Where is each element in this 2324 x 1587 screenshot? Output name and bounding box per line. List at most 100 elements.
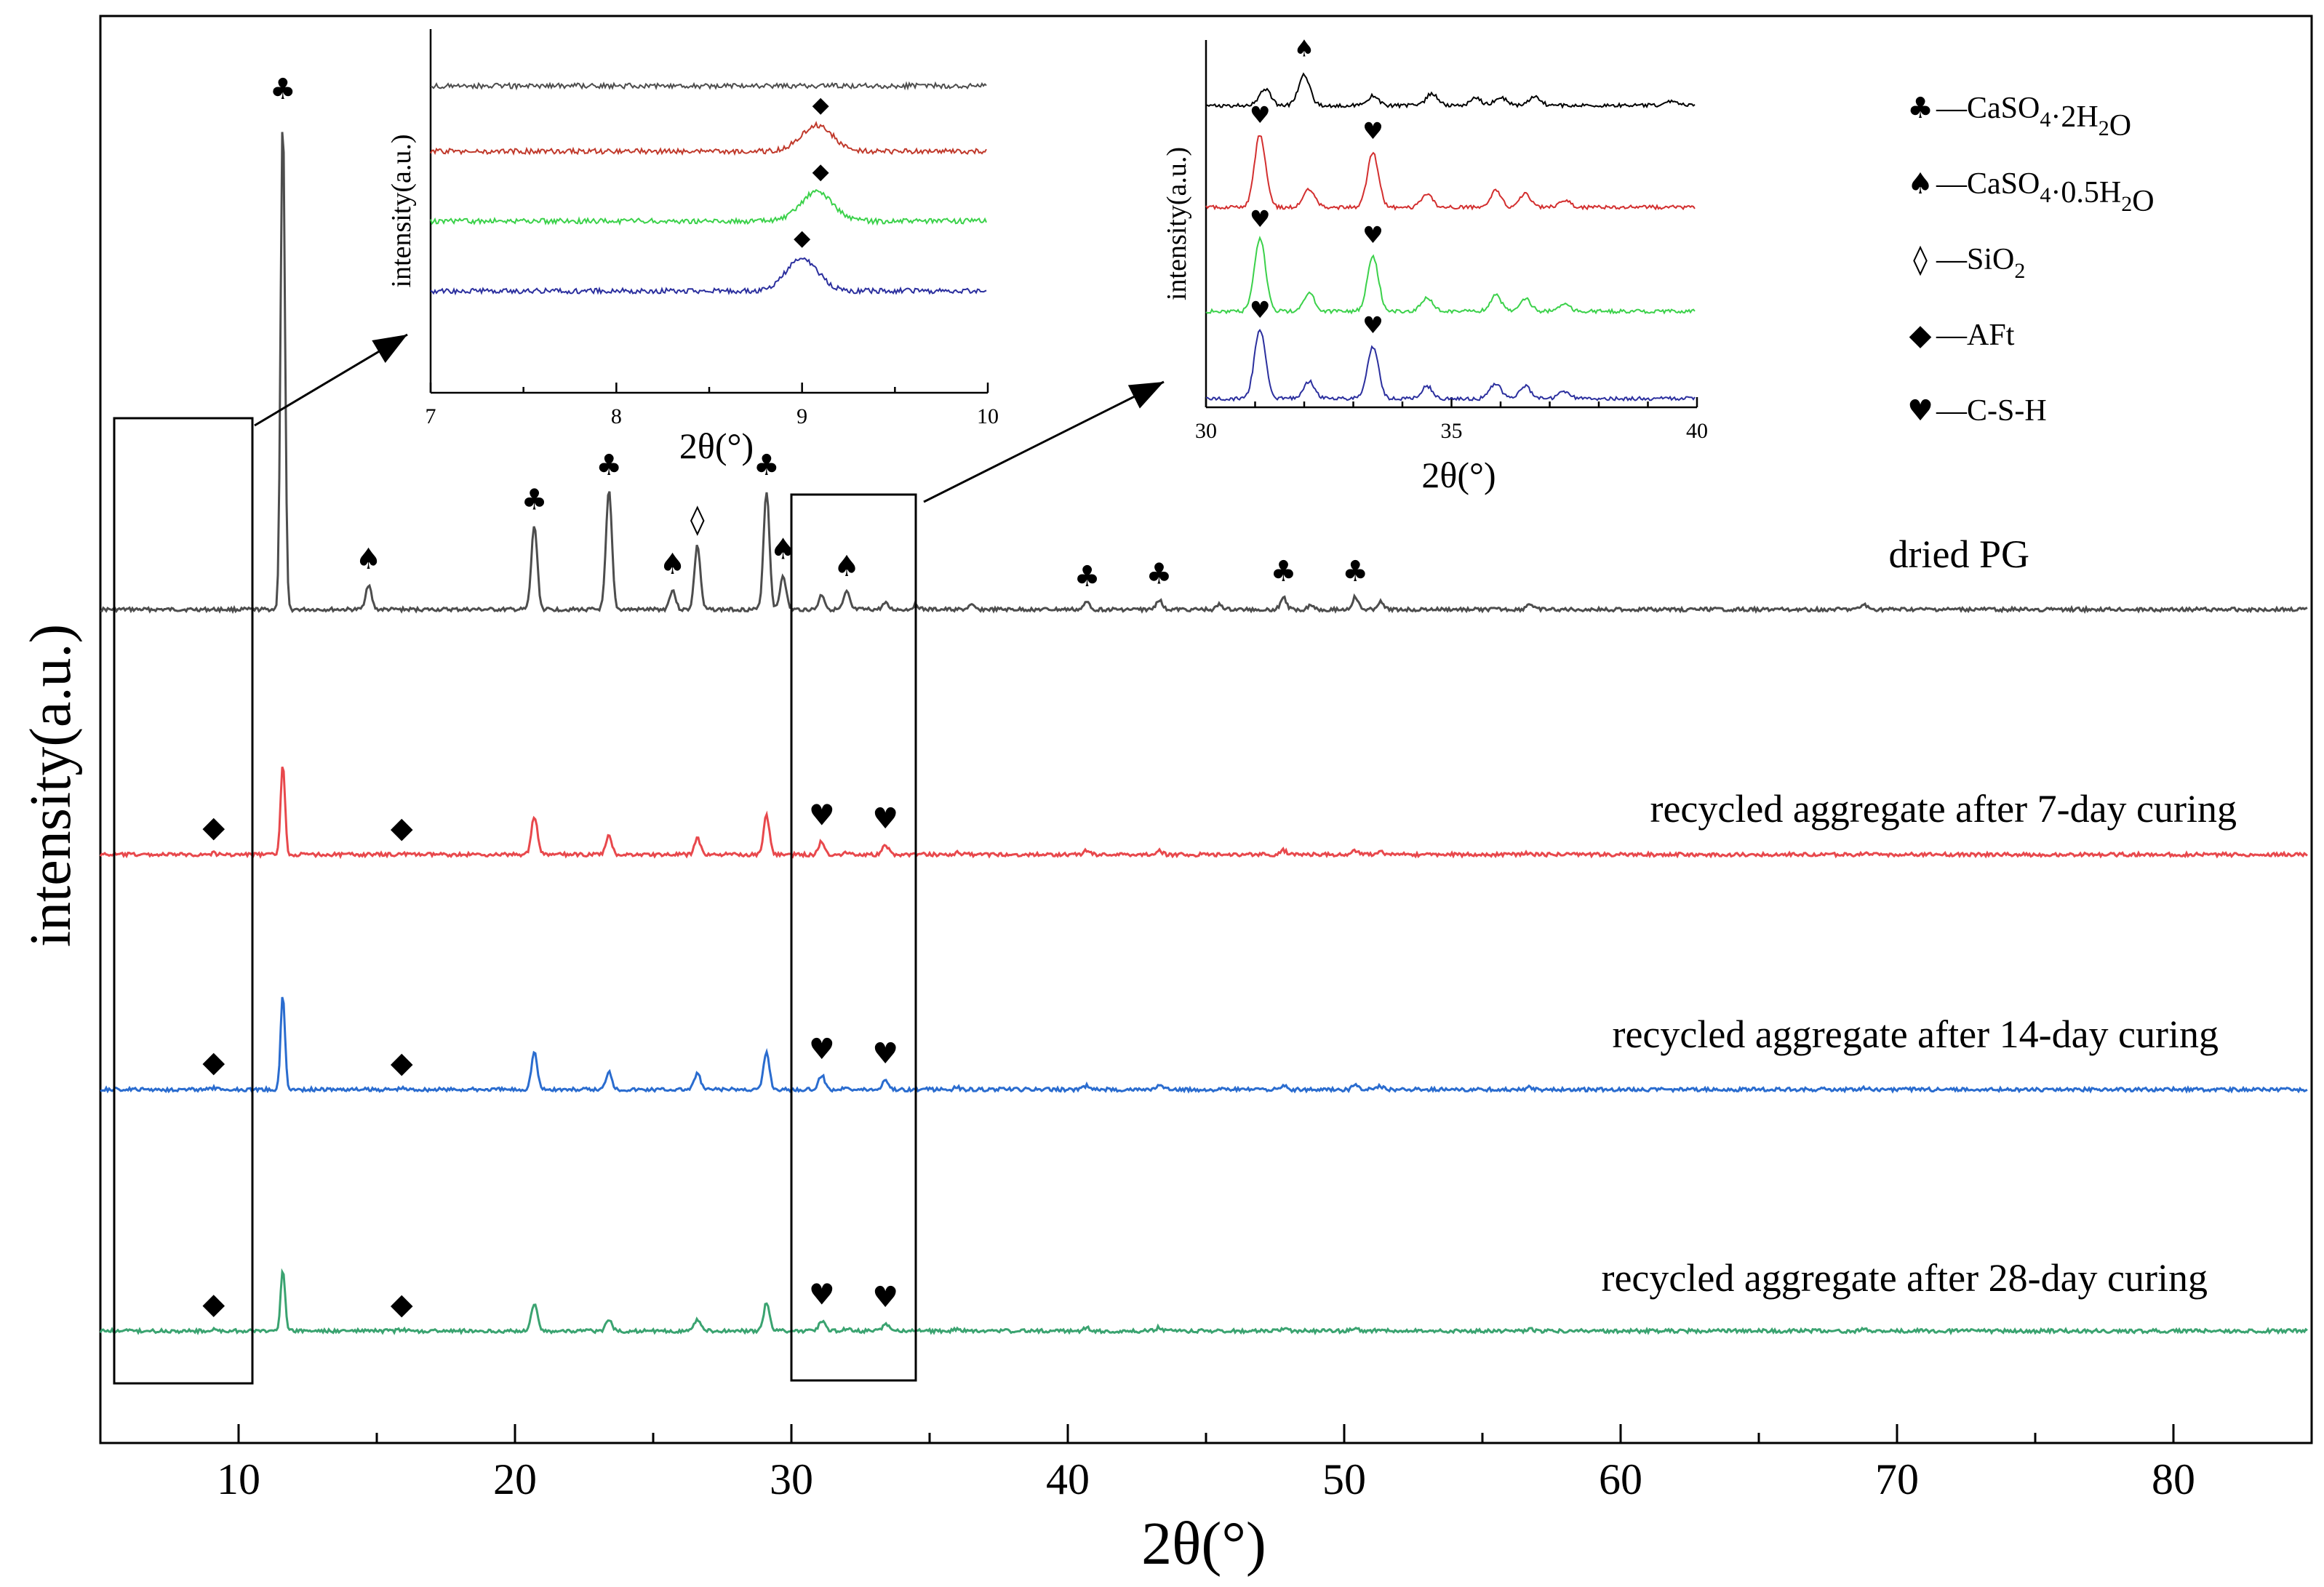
inset-series-line xyxy=(1206,72,1696,109)
inset-series-line xyxy=(1205,135,1696,211)
inset-peak-marker: ◆ xyxy=(812,159,829,185)
inset-afp-zoom: 7 8 9 10 2θ(°) intensity(a.u.) ◆ ◆ ◆ xyxy=(386,29,999,466)
main-x-axis-label: 2θ(°) xyxy=(1141,1510,1266,1578)
peak-marker: ♥ xyxy=(872,1281,898,1314)
main-series-group xyxy=(99,132,2308,1336)
peak-marker: ◊ xyxy=(690,503,705,537)
inset-peak-marker: ◆ xyxy=(812,92,829,118)
peak-marker: ◆ xyxy=(202,811,225,844)
inset-x-label: 2θ(°) xyxy=(679,425,754,466)
inset-peak-marker: ♥ xyxy=(1362,221,1383,249)
peak-marker: ◆ xyxy=(391,1046,413,1079)
peak-marker: ♣ xyxy=(754,449,780,482)
peak-marker: ◆ xyxy=(391,1288,413,1322)
peak-marker: ♠ xyxy=(660,548,686,581)
x-tick-label: 10 xyxy=(217,1455,260,1503)
main-y-axis-label: intensity(a.u.) xyxy=(19,624,83,947)
peak-marker: ♣ xyxy=(1342,555,1368,588)
main-plot-area: 10 20 30 40 50 60 70 80 ♣♠♣♣♠◊♣♠♠ ♣ ♣ ♣ ♣◆ ◆ ♥ ♥◆ ◆ ♥ ♥◆ ◆… xyxy=(19,15,2313,1578)
peak-marker: ♠ xyxy=(834,550,860,583)
legend-label-part: 4 xyxy=(2040,183,2051,207)
series-labels: dried PG recycled aggregate after 7-day c… xyxy=(1601,532,2237,1300)
inset-series-line xyxy=(430,257,987,296)
peak-marker: ♣ xyxy=(1146,557,1172,591)
peak-marker: ◆ xyxy=(391,811,413,844)
peak-marker: ◆ xyxy=(202,1287,225,1321)
highlight-regions xyxy=(113,417,917,1385)
legend-label-part: —AFt xyxy=(1936,319,2015,352)
inset-y-label: intensity(a.u.) xyxy=(1162,147,1192,300)
inset-tick-label: 9 xyxy=(796,404,807,428)
peak-markers: ♣♠♣♣♠◊♣♠♠ ♣ ♣ ♣ ♣◆ ◆ ♥ ♥◆ ◆ ♥ ♥◆ ◆ ♥ ♥ xyxy=(202,73,1368,1322)
inset-peak-marker: ♥ xyxy=(1362,311,1383,339)
peak-marker: ♥ xyxy=(872,802,898,836)
legend-symbol: ◊ xyxy=(1913,243,1928,276)
legend-label-part: 4 xyxy=(2040,108,2051,132)
inset-tick-label: 7 xyxy=(426,404,436,428)
peak-marker: ♣ xyxy=(596,449,622,482)
main-x-ticks: 10 20 30 40 50 60 70 80 xyxy=(99,1424,2313,1503)
peak-marker: ♥ xyxy=(872,1037,898,1071)
peak-marker: ♠ xyxy=(770,532,796,566)
inset-tick-label: 30 xyxy=(1195,419,1217,443)
inset-series-line xyxy=(430,121,987,156)
series-label: recycled aggregate after 28-day curing xyxy=(1601,1256,2208,1300)
inset-peak-marker: ♠ xyxy=(1294,35,1315,63)
inset-tick-label: 10 xyxy=(977,404,999,428)
legend-symbol: ◆ xyxy=(1909,319,1932,352)
legend-label: —AFt xyxy=(1936,319,2015,352)
series-line xyxy=(99,1268,2308,1336)
inset-x-label: 2θ(°) xyxy=(1421,455,1496,495)
peak-marker: ♥ xyxy=(809,799,835,833)
series-line xyxy=(100,996,2308,1094)
inset-tick-label: 8 xyxy=(611,404,622,428)
legend-label: —C-S-H xyxy=(1936,394,2047,428)
x-tick-label: 40 xyxy=(1046,1455,1090,1503)
x-tick-label: 80 xyxy=(2152,1455,2195,1503)
inset-tick-label: 35 xyxy=(1441,419,1463,443)
x-tick-label: 30 xyxy=(770,1455,813,1503)
peak-marker: ♣ xyxy=(1074,560,1101,593)
series-label: dried PG xyxy=(1889,532,2029,576)
inset-series-line xyxy=(1205,236,1696,315)
peak-marker: ♥ xyxy=(809,1279,835,1312)
zoom-arrow-line xyxy=(923,380,1165,503)
legend-label-part: —CaSO xyxy=(1936,92,2040,125)
legend-label-part: ·0.5H xyxy=(2051,176,2121,209)
legend-label-part: —CaSO xyxy=(1936,167,2040,201)
legend-label-part: 2 xyxy=(2014,259,2025,283)
inset-peak-marker: ♥ xyxy=(1250,205,1271,233)
x-tick-label: 70 xyxy=(1875,1455,1919,1503)
inset-series-line xyxy=(430,188,987,226)
highlight-region-box xyxy=(790,493,917,1382)
legend-symbol: ♣ xyxy=(1907,92,1933,125)
legend: ♣ —CaSO4·2H2O♠ —CaSO4·0.5H2O◊ —SiO2◆ —AFt♥ —C… xyxy=(1907,92,2154,428)
legend-symbol: ♠ xyxy=(1907,167,1933,201)
legend-label-part: 2 xyxy=(2099,116,2109,140)
legend-label-part: O xyxy=(2109,109,2131,143)
legend-label: —CaSO4·0.5H2O xyxy=(1936,167,2155,218)
legend-symbol: ♥ xyxy=(1907,394,1933,428)
inset-series-line xyxy=(1205,328,1696,402)
legend-label: —CaSO4·2H2O xyxy=(1936,92,2131,143)
zoom-arrow-head xyxy=(1127,382,1164,409)
legend-label-part: —SiO xyxy=(1936,243,2014,276)
inset-tick-label: 40 xyxy=(1686,419,1708,443)
legend-label-part: ·2H xyxy=(2051,100,2098,134)
inset-peak-marker: ♥ xyxy=(1250,101,1271,129)
x-tick-label: 60 xyxy=(1599,1455,1642,1503)
legend-label-part: —C-S-H xyxy=(1936,394,2047,428)
series-line xyxy=(99,766,2308,860)
inset-csh-zoom: 30 35 40 2θ(°) intensity(a.u.) ♠ ♥ ♥ ♥ ♥ ♥ ♥ xyxy=(1162,35,1708,496)
series-label: recycled aggregate after 14-day curing xyxy=(1612,1012,2219,1056)
zoom-arrows xyxy=(254,333,1165,503)
highlight-region-box xyxy=(113,417,254,1385)
inset-series-line xyxy=(430,81,987,91)
series-line xyxy=(100,132,2308,615)
peak-marker: ♣ xyxy=(270,73,296,106)
inset-peak-marker: ◆ xyxy=(794,225,810,251)
legend-label: —SiO2 xyxy=(1936,243,2025,283)
inset-peak-marker: ♥ xyxy=(1250,296,1271,324)
legend-label-part: O xyxy=(2132,185,2154,218)
